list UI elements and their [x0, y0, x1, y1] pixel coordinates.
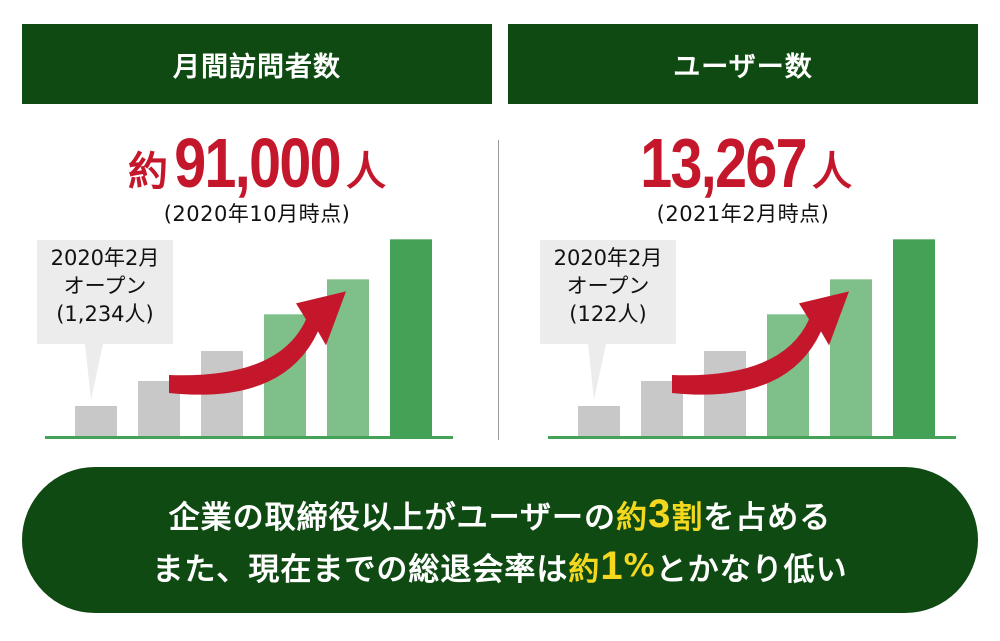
users-callout-date: 2020年2月 [553, 246, 663, 270]
visitors-bar-chart [37, 239, 453, 439]
visitors-callout-count: (1,234人) [56, 302, 154, 326]
bar-1 [75, 406, 117, 436]
bar-1 [578, 406, 620, 436]
users-value-unit: 人 [812, 149, 853, 195]
summary-line-2-highlight-prefix: 約 [568, 551, 601, 588]
panel-header-visitors: 月間訪問者数 [22, 24, 492, 104]
users-callout-open: オープン [566, 274, 650, 298]
users-value-number: 13,267 [640, 124, 807, 202]
summary-line-1-text: 企業の取締役以上がユーザーの [168, 499, 617, 536]
x-axis-line [45, 436, 453, 439]
summary-line-2-highlight-unit: % [623, 548, 656, 584]
users-callout-count: (122人) [569, 302, 647, 326]
users-value: 13,267 人 [508, 118, 978, 198]
summary-line-1-highlight-number: 3 [648, 491, 672, 536]
panel-header-users: ユーザー数 [508, 24, 978, 104]
summary-line-1: 企業の取締役以上がユーザーの 約 3 割 を占める [169, 488, 832, 540]
bar-6 [893, 239, 935, 436]
visitors-callout: 2020年2月 オープン (1,234人) [37, 244, 173, 328]
summary-line-2-highlight-number: 1 [600, 543, 624, 588]
users-bar-chart [540, 239, 956, 439]
callout-bubble [37, 240, 173, 400]
visitors-value-number: 91,000 [174, 124, 341, 202]
summary-line-1-highlight-unit: 割 [671, 499, 704, 536]
summary-line-2: また、現在までの総退会率は 約 1 % とかなり低い [152, 540, 847, 592]
summary-line-2-text: また、現在までの総退会率は [152, 551, 569, 588]
summary-line-2-tail: とかなり低い [655, 551, 848, 588]
visitors-value-unit: 人 [346, 149, 387, 195]
trend-arrow-icon [672, 291, 849, 395]
trend-arrow-icon [169, 291, 346, 395]
visitors-callout-date: 2020年2月 [50, 246, 160, 270]
summary-line-1-tail: を占める [703, 499, 832, 536]
users-as-of: (2021年2月時点) [656, 202, 830, 226]
users-callout: 2020年2月 オープン (122人) [540, 244, 676, 328]
visitors-as-of: (2020年10月時点) [163, 202, 351, 226]
x-axis-line [548, 436, 956, 439]
visitors-value-prefix: 約 [127, 149, 168, 195]
summary-line-1-highlight-prefix: 約 [616, 499, 649, 536]
visitors-callout-open: オープン [63, 274, 147, 298]
panel-divider [498, 140, 499, 440]
bar-6 [390, 239, 432, 436]
callout-bubble [540, 240, 676, 400]
summary-banner: 企業の取締役以上がユーザーの 約 3 割 を占める また、現在までの総退会率は … [22, 467, 978, 613]
visitors-value: 約 91,000 人 [22, 118, 492, 198]
